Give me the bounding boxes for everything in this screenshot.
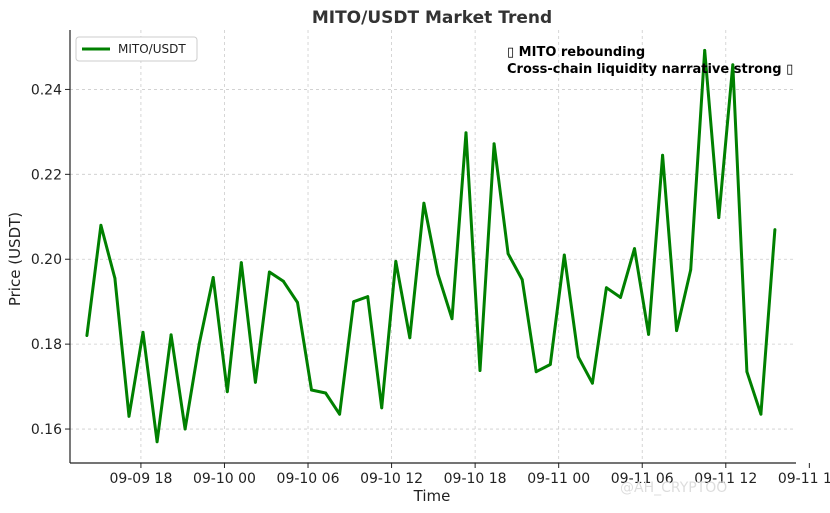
data-point — [506, 252, 510, 256]
chart-title: MITO/USDT Market Trend — [312, 8, 552, 28]
y-tick-label: 0.18 — [31, 337, 62, 353]
data-point — [211, 276, 215, 279]
x-tick-label: 09-10 12 — [360, 471, 423, 487]
data-point — [478, 369, 482, 372]
data-point — [394, 259, 398, 263]
data-point — [324, 391, 327, 395]
data-point — [619, 296, 622, 299]
data-point — [605, 286, 608, 290]
data-point — [338, 412, 342, 416]
data-point — [576, 355, 580, 359]
data-point — [113, 276, 117, 280]
y-tick-label: 0.16 — [31, 422, 62, 438]
data-point — [520, 278, 524, 282]
data-point — [141, 330, 145, 334]
data-point — [773, 228, 777, 231]
series-line — [85, 48, 777, 444]
watermark: @AH_CRYPTOO — [620, 480, 727, 496]
data-point — [689, 268, 693, 272]
x-tick-label: 09-11 12 — [694, 471, 757, 487]
annotation-line-1: ▯ MITO rebounding — [507, 45, 645, 60]
data-point — [731, 63, 735, 67]
grid — [70, 30, 796, 463]
data-point — [422, 201, 426, 205]
data-point — [85, 334, 89, 338]
data-point — [197, 342, 201, 346]
x-tick-label: 09-09 18 — [109, 471, 172, 487]
y-tick-label: 0.20 — [31, 252, 62, 268]
legend-box — [75, 36, 198, 62]
data-point — [366, 295, 370, 298]
data-point — [717, 216, 721, 220]
y-tick-label: 0.24 — [31, 82, 62, 98]
annotation: ▯ MITO rebounding Cross-chain liquidity … — [507, 45, 793, 77]
data-point — [450, 317, 454, 321]
x-tick-label: 09-10 00 — [193, 471, 256, 487]
ticks: 0.16 0.18 0.20 0.22 0.24 09-09 18 09-10 00 09-1… — [31, 82, 830, 487]
data-point — [352, 300, 356, 304]
data-point — [225, 390, 229, 394]
x-tick-label: 09-11 18 — [778, 471, 830, 487]
data-point — [661, 153, 664, 157]
x-tick-label: 09-10 18 — [444, 471, 507, 487]
data-point — [408, 336, 412, 340]
data-point — [310, 388, 313, 392]
data-point — [534, 370, 538, 374]
data-point — [268, 270, 271, 274]
data-point — [99, 223, 103, 227]
data-point — [633, 247, 636, 251]
x-axis-label: Time — [413, 487, 451, 505]
data-point — [759, 412, 763, 416]
data-point — [675, 329, 679, 332]
data-point — [745, 370, 749, 374]
y-axis-label: Price (USDT) — [6, 212, 24, 306]
data-point — [239, 261, 243, 265]
legend: MITO/USDT — [75, 36, 198, 62]
annotation-line-2: Cross-chain liquidity narrative strong ▯ — [507, 62, 793, 77]
data-point — [380, 406, 384, 410]
data-point — [253, 380, 257, 384]
data-point — [464, 131, 468, 135]
x-tick-label: 09-11 06 — [611, 471, 674, 487]
data-point — [169, 333, 173, 337]
data-point — [647, 332, 650, 336]
data-point — [155, 440, 159, 444]
data-point — [296, 301, 299, 304]
data-point — [127, 414, 131, 418]
data-point — [282, 279, 285, 283]
data-point — [703, 48, 707, 52]
data-point — [590, 381, 594, 385]
data-point — [562, 253, 566, 257]
x-tick-label: 09-11 00 — [527, 471, 590, 487]
axes — [69, 30, 796, 464]
data-point — [492, 142, 496, 146]
y-tick-label: 0.22 — [31, 167, 62, 183]
series-layer — [85, 48, 777, 444]
data-point — [548, 363, 552, 366]
x-tick-label: 09-10 06 — [277, 471, 340, 487]
legend-label: MITO/USDT — [118, 42, 186, 56]
data-point — [183, 427, 187, 431]
data-point — [436, 272, 440, 276]
